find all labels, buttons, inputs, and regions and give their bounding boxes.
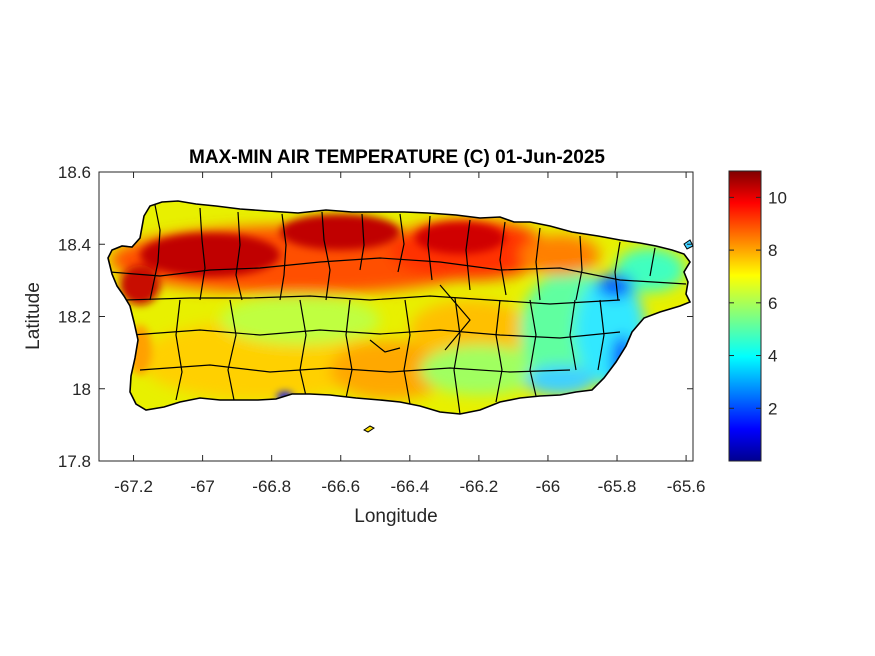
x-tick-label: -66.4: [390, 477, 429, 496]
x-axis-label: Longitude: [354, 506, 437, 527]
colorbar-tick-label: 10: [768, 188, 787, 207]
colorbar-tick-label: 2: [768, 399, 777, 418]
x-tick-label: -66.6: [321, 477, 360, 496]
colorbar: [728, 170, 762, 462]
y-axis-label: Latitude: [23, 282, 44, 350]
x-tick-label: -65.8: [598, 477, 637, 496]
caja-de-muertos-islet: [363, 425, 375, 433]
x-tick-label: -66: [536, 477, 561, 496]
y-tick-label: 17.8: [58, 452, 91, 471]
x-tick-label: -65.6: [667, 477, 706, 496]
x-tick-label: -66.8: [252, 477, 291, 496]
colorbar-tick-label: 6: [768, 294, 777, 313]
colorbar-tick-label: 4: [768, 347, 777, 366]
x-tick-label: -66.2: [460, 477, 499, 496]
x-tick-label: -67.2: [114, 477, 153, 496]
map-title: MAX-MIN AIR TEMPERATURE (C) 01-Jun-2025: [189, 147, 605, 168]
y-tick-label: 18.6: [58, 163, 91, 182]
y-tick-label: 18.2: [58, 308, 91, 327]
municipality-boundaries: [109, 204, 687, 414]
y-axis: 18.6 18.4 18.2 18 17.8: [58, 163, 693, 471]
x-tick-label: -67: [190, 477, 215, 496]
y-tick-label: 18: [72, 380, 91, 399]
temperature-field: [108, 201, 690, 414]
colorbar-ticks: 2 4 6 8 10: [729, 188, 787, 418]
x-axis: -67.2 -67 -66.8 -66.6 -66.4 -66.2 -66 -65.8 -65.…: [114, 172, 705, 496]
y-tick-label: 18.4: [58, 235, 91, 254]
colorbar-tick-label: 8: [768, 241, 777, 260]
